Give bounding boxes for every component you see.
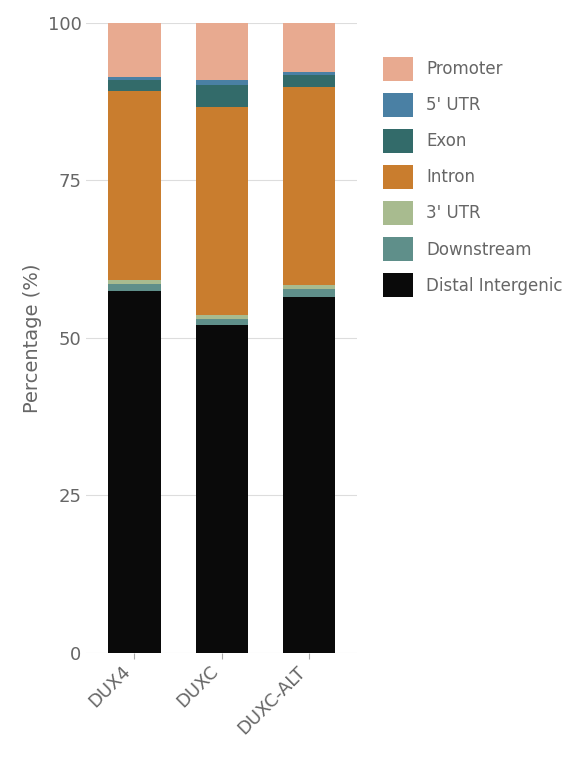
Bar xyxy=(283,87,335,285)
Bar xyxy=(196,84,248,107)
Bar xyxy=(283,75,335,87)
Bar xyxy=(108,284,161,291)
Bar xyxy=(108,291,161,653)
Bar xyxy=(196,80,248,84)
Bar xyxy=(196,315,248,319)
Bar xyxy=(196,23,248,80)
Bar xyxy=(108,91,161,280)
Legend: Promoter, 5' UTR, Exon, Intron, 3' UTR, Downstream, Distal Intergenic: Promoter, 5' UTR, Exon, Intron, 3' UTR, … xyxy=(376,50,570,303)
Bar xyxy=(196,319,248,326)
Bar xyxy=(283,285,335,290)
Y-axis label: Percentage (%): Percentage (%) xyxy=(23,263,42,412)
Bar xyxy=(108,80,161,91)
Bar xyxy=(196,326,248,653)
Bar xyxy=(196,107,248,315)
Bar xyxy=(283,297,335,653)
Bar xyxy=(283,23,335,72)
Bar xyxy=(108,280,161,284)
Bar xyxy=(283,72,335,75)
Bar xyxy=(108,23,161,77)
Bar xyxy=(108,77,161,80)
Bar xyxy=(283,290,335,297)
